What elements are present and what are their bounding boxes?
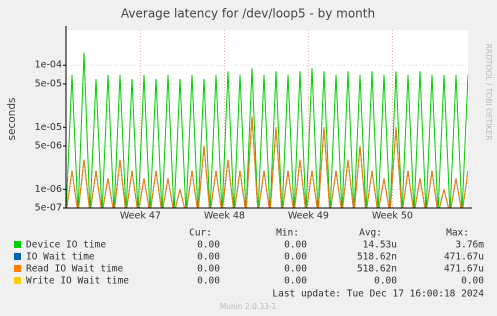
legend-stat: 518.62n [357, 252, 397, 263]
series-line [66, 52, 468, 208]
legend-header: Max: [446, 228, 469, 239]
legend-stat: 471.67u [444, 264, 484, 275]
last-update: Last update: Tue Dec 17 16:00:18 2024 [272, 289, 484, 300]
side-text: RRDTOOL / TOBI OETIKER [484, 44, 493, 141]
y-tick-label: 1e-05 [35, 122, 62, 133]
legend-swatch [14, 241, 21, 248]
x-tick-label: Week 49 [288, 211, 329, 222]
y-tick-label: 5e-07 [35, 203, 62, 214]
legend-header: Cur: [189, 228, 212, 239]
y-axis-label: seconds [6, 98, 18, 141]
legend: Cur: Min: Avg: Max:Device IO time 0.00 0.00 14… [14, 228, 484, 287]
y-tick-label: 1e-04 [35, 60, 62, 71]
legend-swatch [14, 277, 21, 284]
legend-header: Avg: [359, 228, 382, 239]
x-tick-label: Week 50 [372, 211, 413, 222]
legend-stat: 0.00 [284, 252, 307, 263]
legend-stat: 14.53u [363, 240, 397, 251]
legend-header: Min: [276, 228, 299, 239]
legend-stat: 0.00 [461, 276, 484, 287]
legend-stat: 0.00 [284, 240, 307, 251]
legend-swatch [14, 265, 21, 272]
y-tick-label: 1e-06 [35, 184, 62, 195]
chart-title: Average latency for /dev/loop5 - by mont… [121, 7, 375, 21]
legend-label: IO Wait time [26, 252, 95, 263]
footer: Munin 2.0.33-1 [220, 302, 277, 311]
legend-stat: 518.62n [357, 264, 397, 275]
legend-stat: 3.76m [455, 240, 484, 251]
x-tick-label: Week 47 [120, 211, 161, 222]
legend-stat: 0.00 [197, 252, 220, 263]
legend-stat: 0.00 [197, 276, 220, 287]
y-tick-label: 5e-06 [35, 140, 62, 151]
legend-label: Read IO Wait time [26, 264, 124, 275]
legend-label: Write IO Wait time [26, 276, 129, 287]
x-tick-label: Week 48 [204, 211, 245, 222]
legend-stat: 0.00 [284, 264, 307, 275]
legend-label: Device IO time [26, 240, 106, 251]
legend-stat: 0.00 [197, 240, 220, 251]
series-line [66, 116, 468, 208]
series-group [66, 52, 468, 208]
legend-stat: 0.00 [197, 264, 220, 275]
legend-swatch [14, 253, 21, 260]
y-tick-label: 5e-05 [35, 78, 62, 89]
legend-stat: 471.67u [444, 252, 484, 263]
legend-stat: 0.00 [284, 276, 307, 287]
legend-stat: 0.00 [374, 276, 397, 287]
plot-area [66, 30, 468, 208]
